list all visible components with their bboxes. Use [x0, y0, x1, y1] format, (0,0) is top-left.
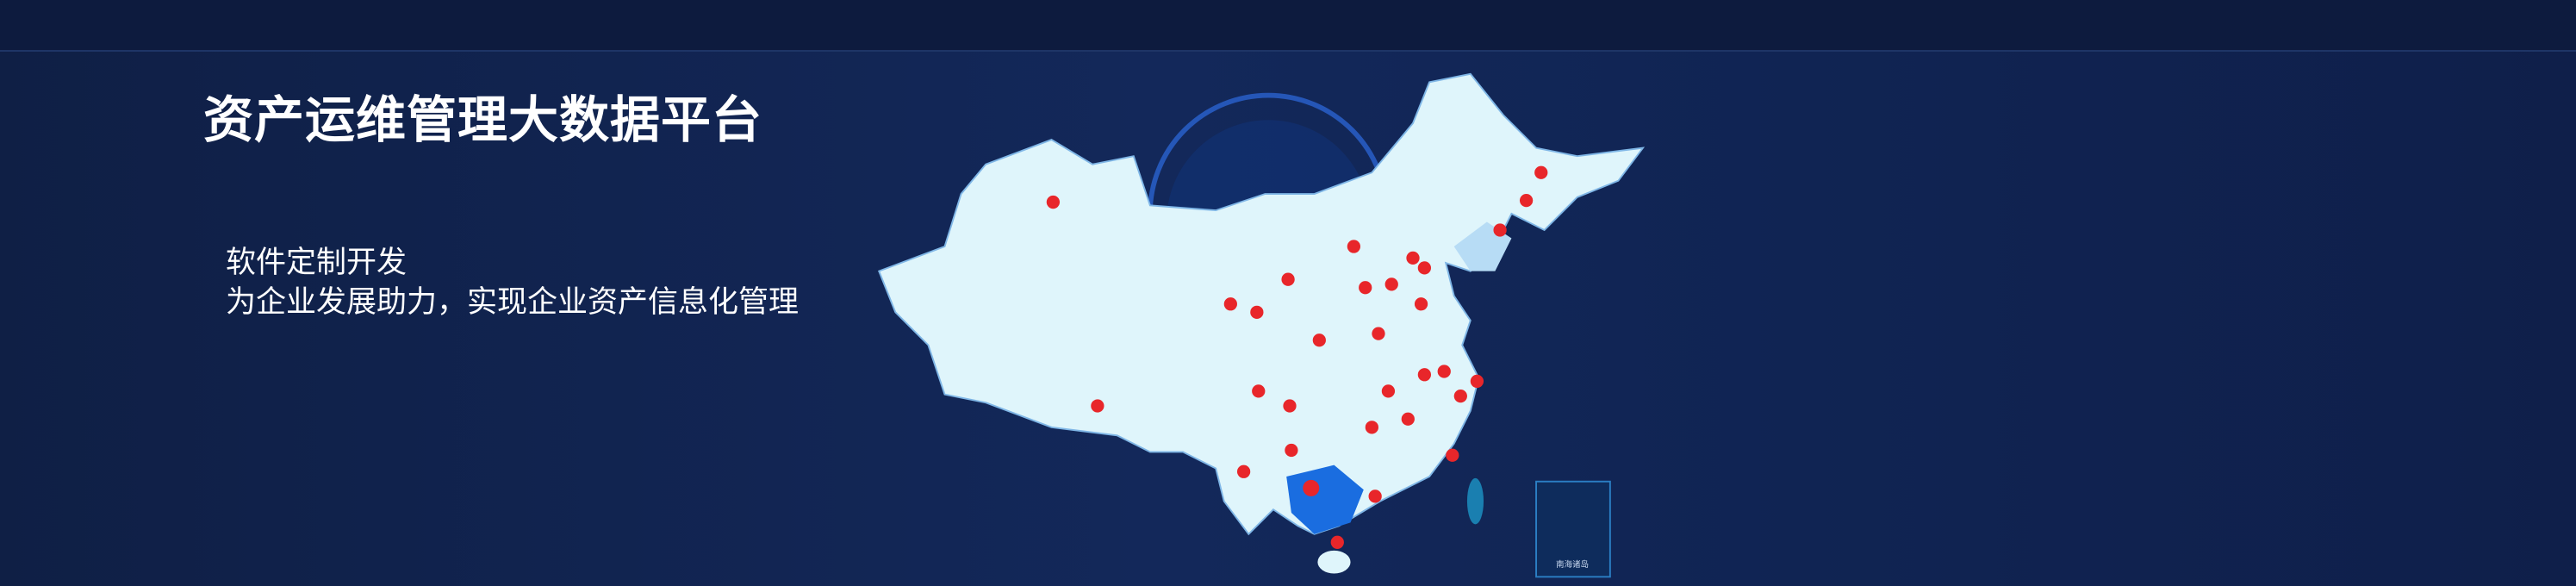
banner-line: 为企业发展助力，实现企业资产信息化管理 [226, 285, 800, 320]
page-title: 资产运维管理大数据平台 [203, 90, 763, 149]
top-bar [0, 0, 2576, 52]
pins [1046, 165, 1548, 549]
mainland [877, 72, 1646, 536]
hainan [1317, 550, 1351, 574]
banner-line: 软件定制开发 [226, 246, 408, 280]
glow-arc [1148, 92, 1390, 214]
inset-label: 南海诸岛 [1556, 559, 1589, 570]
taiwan [1466, 477, 1484, 525]
inset-box [1535, 480, 1611, 578]
